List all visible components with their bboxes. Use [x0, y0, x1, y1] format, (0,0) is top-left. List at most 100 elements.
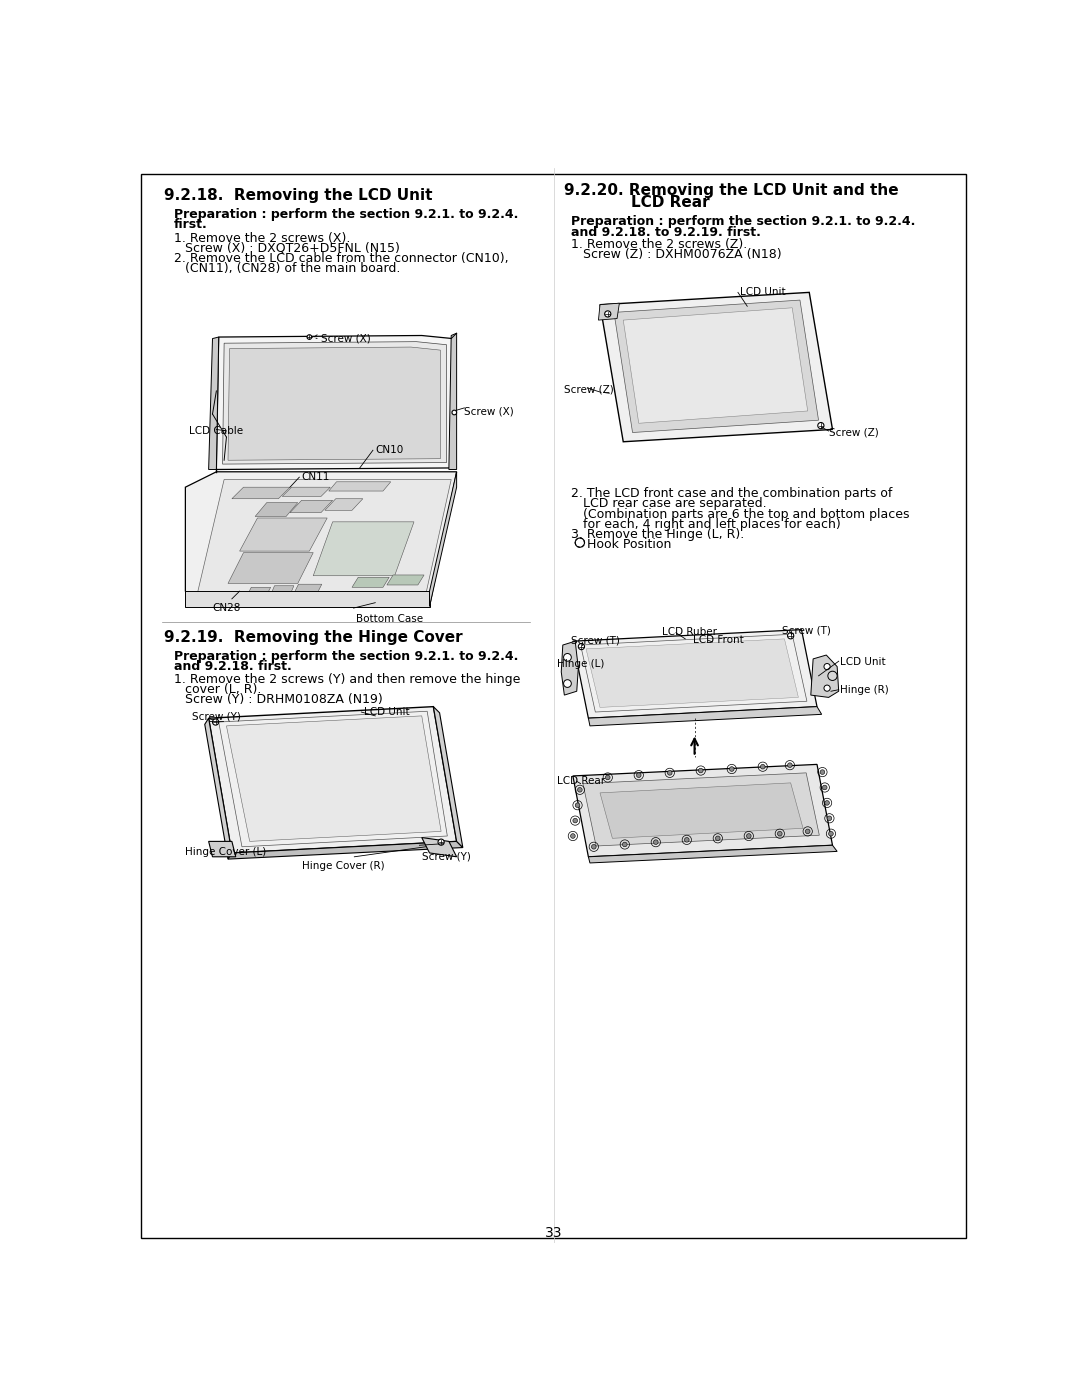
- Polygon shape: [562, 641, 578, 696]
- Polygon shape: [352, 577, 389, 587]
- Circle shape: [578, 644, 584, 650]
- Polygon shape: [623, 307, 808, 423]
- Text: LCD Rear: LCD Rear: [557, 775, 606, 787]
- Text: Preparation : perform the section 9.2.1. to 9.2.4.: Preparation : perform the section 9.2.1.…: [174, 208, 518, 221]
- Text: LCD Ruber: LCD Ruber: [662, 627, 717, 637]
- Polygon shape: [589, 845, 837, 863]
- Polygon shape: [228, 346, 441, 460]
- Polygon shape: [422, 838, 457, 856]
- Text: Screw (Y): Screw (Y): [191, 711, 241, 721]
- Polygon shape: [294, 584, 322, 594]
- Circle shape: [824, 685, 831, 692]
- Polygon shape: [811, 655, 839, 697]
- Text: first.: first.: [174, 218, 207, 232]
- Polygon shape: [282, 488, 330, 496]
- Circle shape: [564, 680, 571, 687]
- Polygon shape: [247, 587, 271, 595]
- Text: Bottom Case: Bottom Case: [356, 615, 423, 624]
- Circle shape: [746, 834, 751, 838]
- Text: 33: 33: [544, 1227, 563, 1241]
- Polygon shape: [583, 773, 820, 847]
- Polygon shape: [228, 841, 463, 859]
- Circle shape: [824, 664, 831, 669]
- Text: CN10: CN10: [375, 444, 404, 455]
- Text: CN11: CN11: [301, 472, 330, 482]
- Text: LCD Unit: LCD Unit: [364, 707, 409, 717]
- Circle shape: [578, 788, 582, 792]
- Circle shape: [787, 763, 793, 767]
- Polygon shape: [598, 303, 619, 320]
- Polygon shape: [430, 472, 457, 606]
- Text: and 9.2.18. first.: and 9.2.18. first.: [174, 661, 292, 673]
- Text: 9.2.18.  Removing the LCD Unit: 9.2.18. Removing the LCD Unit: [164, 187, 433, 203]
- Text: 3. Remove the Hinge (L, R).: 3. Remove the Hinge (L, R).: [571, 528, 744, 541]
- Text: 9.2.19.  Removing the Hinge Cover: 9.2.19. Removing the Hinge Cover: [164, 630, 463, 644]
- Circle shape: [818, 422, 824, 429]
- Text: LCD Unit: LCD Unit: [740, 286, 785, 298]
- Polygon shape: [613, 300, 819, 433]
- Text: Screw (Z): Screw (Z): [564, 384, 613, 395]
- Polygon shape: [572, 630, 816, 718]
- Polygon shape: [232, 488, 291, 499]
- Text: 9.2.20. Removing the LCD Unit and the: 9.2.20. Removing the LCD Unit and the: [564, 183, 899, 198]
- Circle shape: [715, 835, 720, 841]
- Polygon shape: [197, 479, 451, 595]
- Text: for each, 4 right and left places for each): for each, 4 right and left places for ea…: [583, 518, 840, 531]
- Text: Screw (Y): Screw (Y): [422, 851, 471, 862]
- Polygon shape: [222, 342, 446, 464]
- Polygon shape: [208, 841, 235, 856]
- Circle shape: [760, 764, 765, 768]
- Polygon shape: [228, 553, 313, 584]
- Polygon shape: [586, 638, 798, 707]
- Circle shape: [636, 773, 642, 778]
- Text: CN28: CN28: [213, 602, 241, 613]
- Polygon shape: [240, 518, 327, 550]
- Circle shape: [576, 803, 580, 807]
- Text: LCD Unit: LCD Unit: [840, 657, 886, 666]
- Text: HInge (L): HInge (L): [557, 659, 605, 669]
- Text: Screw (X): Screw (X): [321, 334, 370, 344]
- Polygon shape: [205, 718, 232, 859]
- Text: LCD Cable: LCD Cable: [189, 426, 243, 436]
- Circle shape: [827, 816, 832, 820]
- Polygon shape: [291, 500, 333, 513]
- Text: (Combination parts are 6 the top and bottom places: (Combination parts are 6 the top and bot…: [583, 509, 909, 521]
- Polygon shape: [449, 334, 457, 469]
- Text: Hinge (R): Hinge (R): [840, 685, 889, 696]
- Text: 1. Remove the 2 screws (Z).: 1. Remove the 2 screws (Z).: [571, 239, 747, 251]
- Polygon shape: [208, 707, 457, 854]
- Text: Screw (X) : DXQT26+D5FNL (N15): Screw (X) : DXQT26+D5FNL (N15): [186, 242, 401, 254]
- Text: Screw (Y) : DRHM0108ZA (N19): Screw (Y) : DRHM0108ZA (N19): [186, 693, 383, 705]
- Text: 2. The LCD front case and the combination parts of: 2. The LCD front case and the combinatio…: [571, 488, 893, 500]
- Text: and 9.2.18. to 9.2.19. first.: and 9.2.18. to 9.2.19. first.: [571, 226, 761, 239]
- Polygon shape: [208, 337, 218, 469]
- Polygon shape: [589, 707, 822, 726]
- Circle shape: [778, 831, 782, 835]
- Circle shape: [213, 719, 218, 725]
- Circle shape: [622, 842, 627, 847]
- Circle shape: [592, 844, 596, 849]
- Circle shape: [570, 834, 576, 838]
- Circle shape: [653, 840, 658, 844]
- Circle shape: [820, 770, 825, 774]
- Text: Hinge Cover (R): Hinge Cover (R): [301, 861, 384, 870]
- Polygon shape: [572, 764, 833, 856]
- Polygon shape: [387, 576, 424, 585]
- Text: Screw (Z): Screw (Z): [828, 427, 878, 437]
- Text: LCD Rear: LCD Rear: [631, 194, 710, 210]
- Polygon shape: [271, 585, 294, 595]
- Polygon shape: [328, 482, 391, 490]
- Circle shape: [806, 828, 810, 834]
- Circle shape: [451, 411, 457, 415]
- Circle shape: [667, 771, 672, 775]
- Circle shape: [699, 768, 703, 773]
- Polygon shape: [186, 472, 457, 606]
- Text: (CN11), (CN28) of the main board.: (CN11), (CN28) of the main board.: [186, 263, 401, 275]
- Polygon shape: [433, 707, 463, 848]
- Polygon shape: [227, 715, 441, 841]
- Text: Screw (T): Screw (T): [782, 626, 831, 636]
- Text: cover (L, R).: cover (L, R).: [186, 683, 261, 696]
- Polygon shape: [600, 782, 804, 838]
- Text: LCD Front: LCD Front: [693, 636, 744, 645]
- Circle shape: [823, 785, 827, 789]
